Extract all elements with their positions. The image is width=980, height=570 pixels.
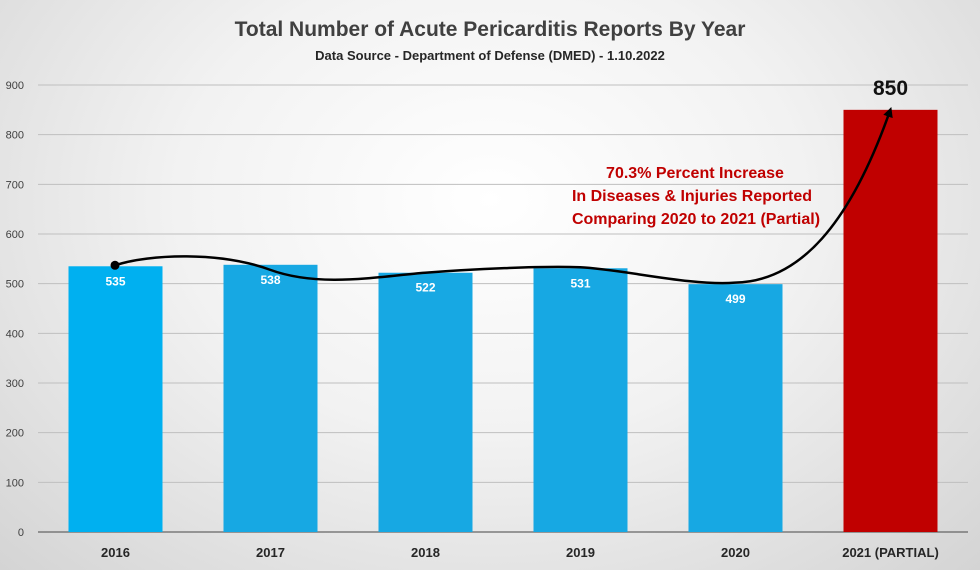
annotation-line-3: Comparing 2020 to 2021 (Partial) [572, 211, 820, 228]
x-axis-ticks: 2016 2017 2018 2019 2020 2021 (PARTIAL) [101, 545, 939, 560]
x-tick-label: 2016 [101, 545, 130, 560]
data-labels: 535 538 522 531 499 850 [105, 77, 908, 306]
x-tick-label: 2019 [566, 545, 595, 560]
data-label: 535 [105, 274, 125, 288]
bar [223, 264, 318, 532]
chart-title: Total Number of Acute Pericarditis Repor… [235, 18, 746, 41]
x-tick-label: 2018 [411, 545, 440, 560]
y-tick-label: 400 [6, 328, 24, 340]
x-tick-label: 2020 [721, 545, 750, 560]
bar [688, 284, 783, 532]
y-tick-label: 500 [6, 279, 24, 291]
x-tick-label: 2017 [256, 545, 285, 560]
y-tick-label: 200 [6, 428, 24, 440]
y-tick-label: 700 [6, 179, 24, 191]
y-tick-label: 0 [18, 527, 24, 539]
y-tick-label: 300 [6, 378, 24, 390]
bars [68, 109, 938, 532]
annotation-line-2: In Diseases & Injuries Reported [572, 188, 812, 205]
data-label: 531 [570, 276, 590, 290]
x-tick-label: 2021 (PARTIAL) [842, 545, 939, 560]
gridlines [38, 84, 968, 533]
bar [68, 266, 163, 532]
data-label: 522 [415, 281, 435, 295]
y-tick-label: 800 [6, 130, 24, 142]
y-axis-ticks: 0 100 200 300 400 500 600 700 800 900 [6, 80, 24, 539]
data-label: 538 [260, 273, 280, 287]
y-tick-label: 600 [6, 229, 24, 241]
bar [533, 268, 628, 532]
annotation-line-1: 70.3% Percent Increase [606, 165, 784, 182]
bar [843, 109, 938, 532]
trend-curve [114, 107, 893, 285]
trend-start-dot [110, 260, 120, 270]
y-tick-label: 100 [6, 477, 24, 489]
data-label: 850 [873, 77, 908, 100]
y-tick-label: 900 [6, 80, 24, 92]
chart-subtitle: Data Source - Department of Defense (DME… [315, 48, 665, 63]
bar [378, 272, 473, 532]
data-label: 499 [725, 292, 745, 306]
